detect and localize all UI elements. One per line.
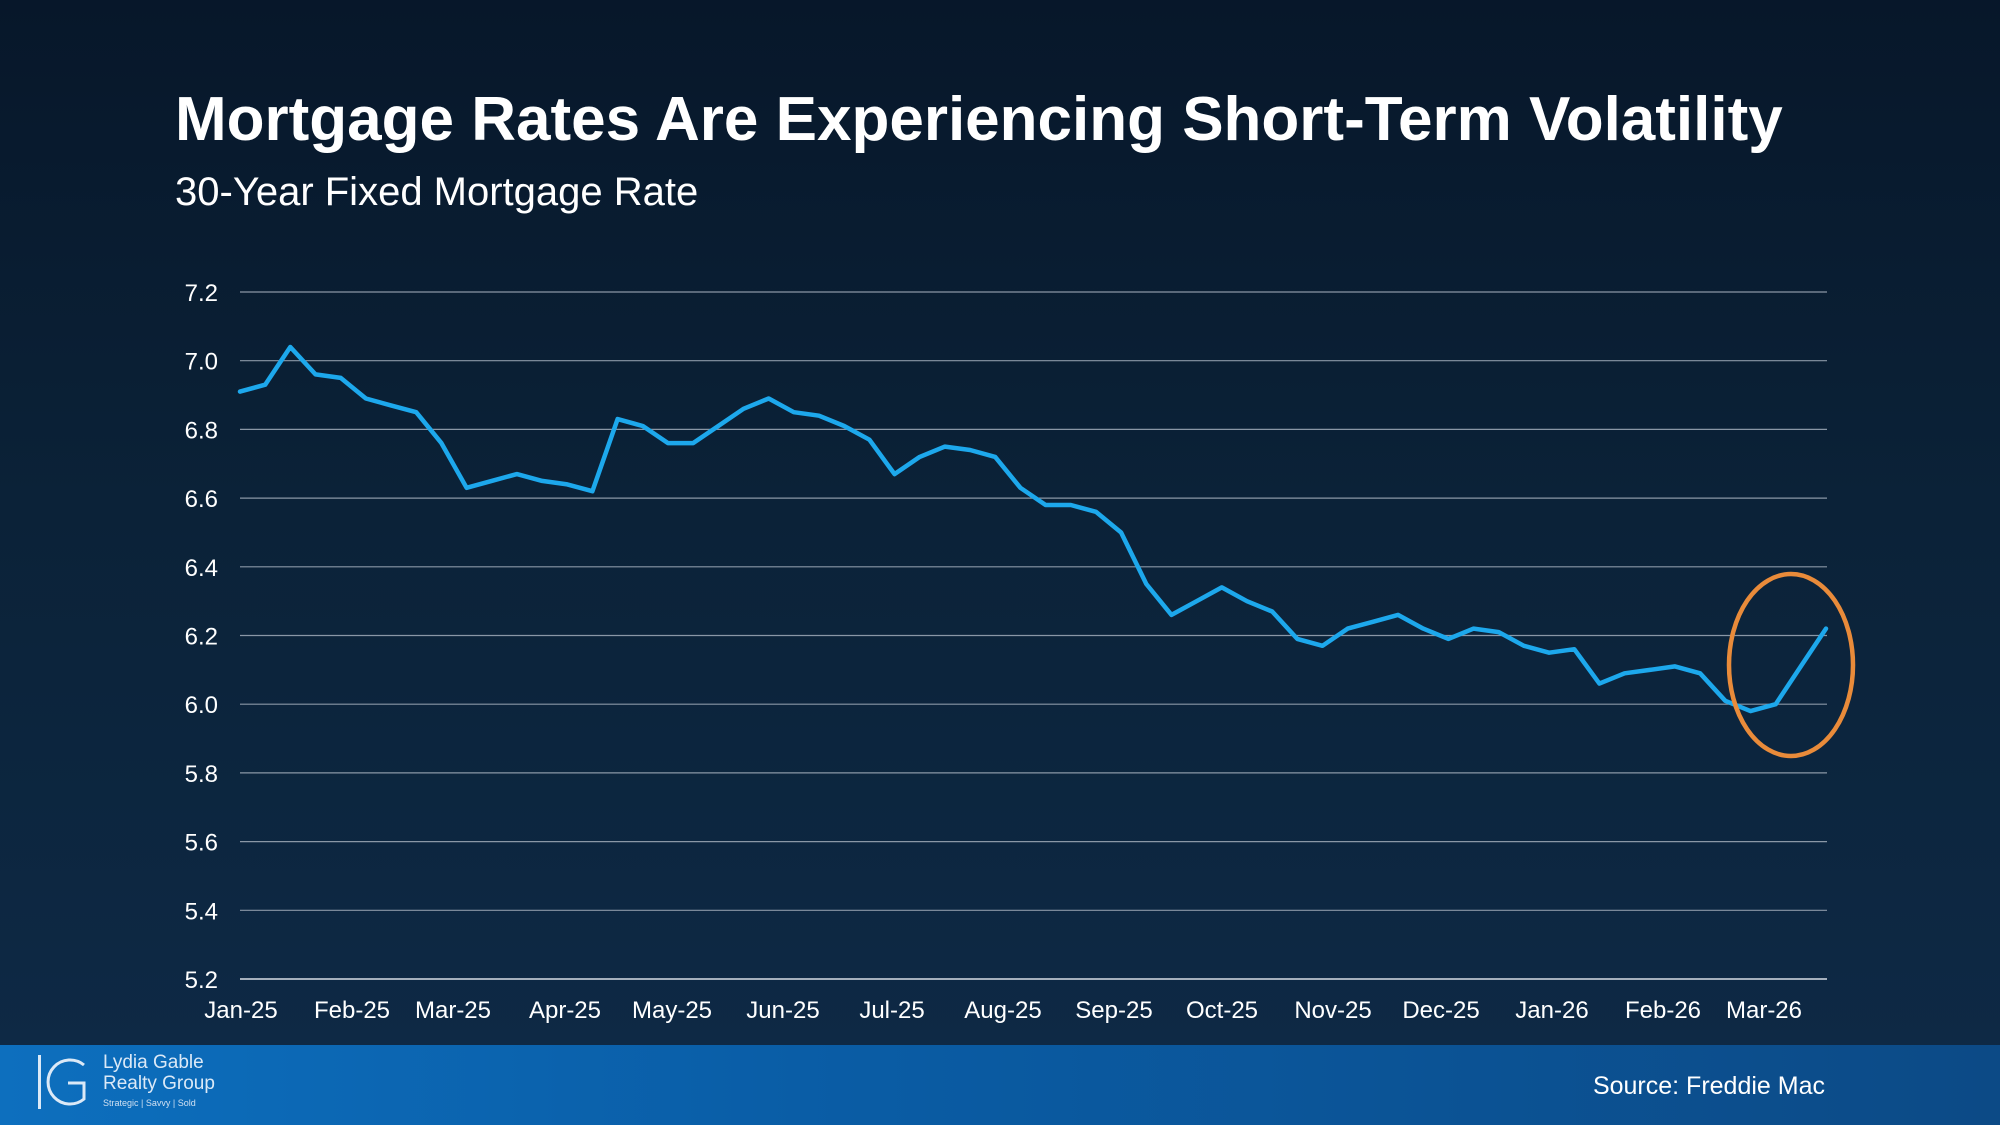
y-tick-label: 5.2 <box>185 967 218 994</box>
y-tick-label: 6.2 <box>185 624 218 651</box>
x-tick-label: Mar-25 <box>415 997 491 1024</box>
x-tick-label: Sep-25 <box>1075 997 1152 1024</box>
x-tick-label: Feb-25 <box>314 997 390 1024</box>
x-tick-label: Apr-25 <box>529 997 601 1024</box>
y-tick-label: 6.6 <box>185 486 218 513</box>
series-line <box>237 344 1829 714</box>
source-note: Source: Freddie Mac <box>1592 1072 1825 1100</box>
line-chart: 7.2 7.0 6.8 6.6 6.4 6.2 6.0 5.8 5.6 5.4 5.2 Jan-25… <box>185 280 1856 1024</box>
footer-bar: Lydia Gable Realty Group Strategic | Sav… <box>0 1045 2000 1125</box>
x-tick-label: Jan-26 <box>1515 997 1588 1024</box>
chart-subtitle: 30-Year Fixed Mortgage Rate <box>175 170 699 214</box>
highlight-circle <box>1726 571 1856 759</box>
y-tick-label: 5.4 <box>185 898 218 925</box>
x-tick-label: Feb-26 <box>1625 997 1701 1024</box>
company-name-line1: Lydia Gable <box>103 1052 204 1073</box>
x-tick-label: Jul-25 <box>859 997 924 1024</box>
y-tick-label: 7.0 <box>185 349 218 376</box>
company-name-line2: Realty Group <box>103 1073 215 1094</box>
x-tick-label: Mar-26 <box>1726 997 1802 1024</box>
gridlines <box>240 291 1827 980</box>
x-tick-label: Nov-25 <box>1294 997 1371 1024</box>
x-axis-labels: Jan-25 Feb-25 Mar-25 Apr-25 May-25 Jun-25 Jul-… <box>204 997 1802 1024</box>
y-axis-labels: 7.2 7.0 6.8 6.6 6.4 6.2 6.0 5.8 5.6 5.4 5.2 <box>185 280 218 994</box>
x-tick-label: Jun-25 <box>746 997 819 1024</box>
company-tagline: Strategic | Savvy | Sold <box>103 1098 196 1108</box>
company-logo-icon <box>38 1055 86 1109</box>
y-tick-label: 6.8 <box>185 417 218 444</box>
chart-title: Mortgage Rates Are Experiencing Short-Te… <box>175 85 1783 154</box>
y-tick-label: 6.0 <box>185 692 218 719</box>
x-tick-label: May-25 <box>632 997 712 1024</box>
annotation-layer <box>1726 571 1856 759</box>
y-tick-label: 5.8 <box>185 761 218 788</box>
x-tick-label: Jan-25 <box>204 997 277 1024</box>
x-tick-label: Dec-25 <box>1402 997 1479 1024</box>
y-tick-label: 6.4 <box>185 555 218 582</box>
series-layer <box>237 344 1829 714</box>
x-tick-label: Oct-25 <box>1186 997 1258 1024</box>
company-name: Lydia Gable Realty Group <box>103 1052 215 1094</box>
y-tick-label: 5.6 <box>185 830 218 857</box>
y-tick-label: 7.2 <box>185 280 218 307</box>
x-tick-label: Aug-25 <box>964 997 1041 1024</box>
